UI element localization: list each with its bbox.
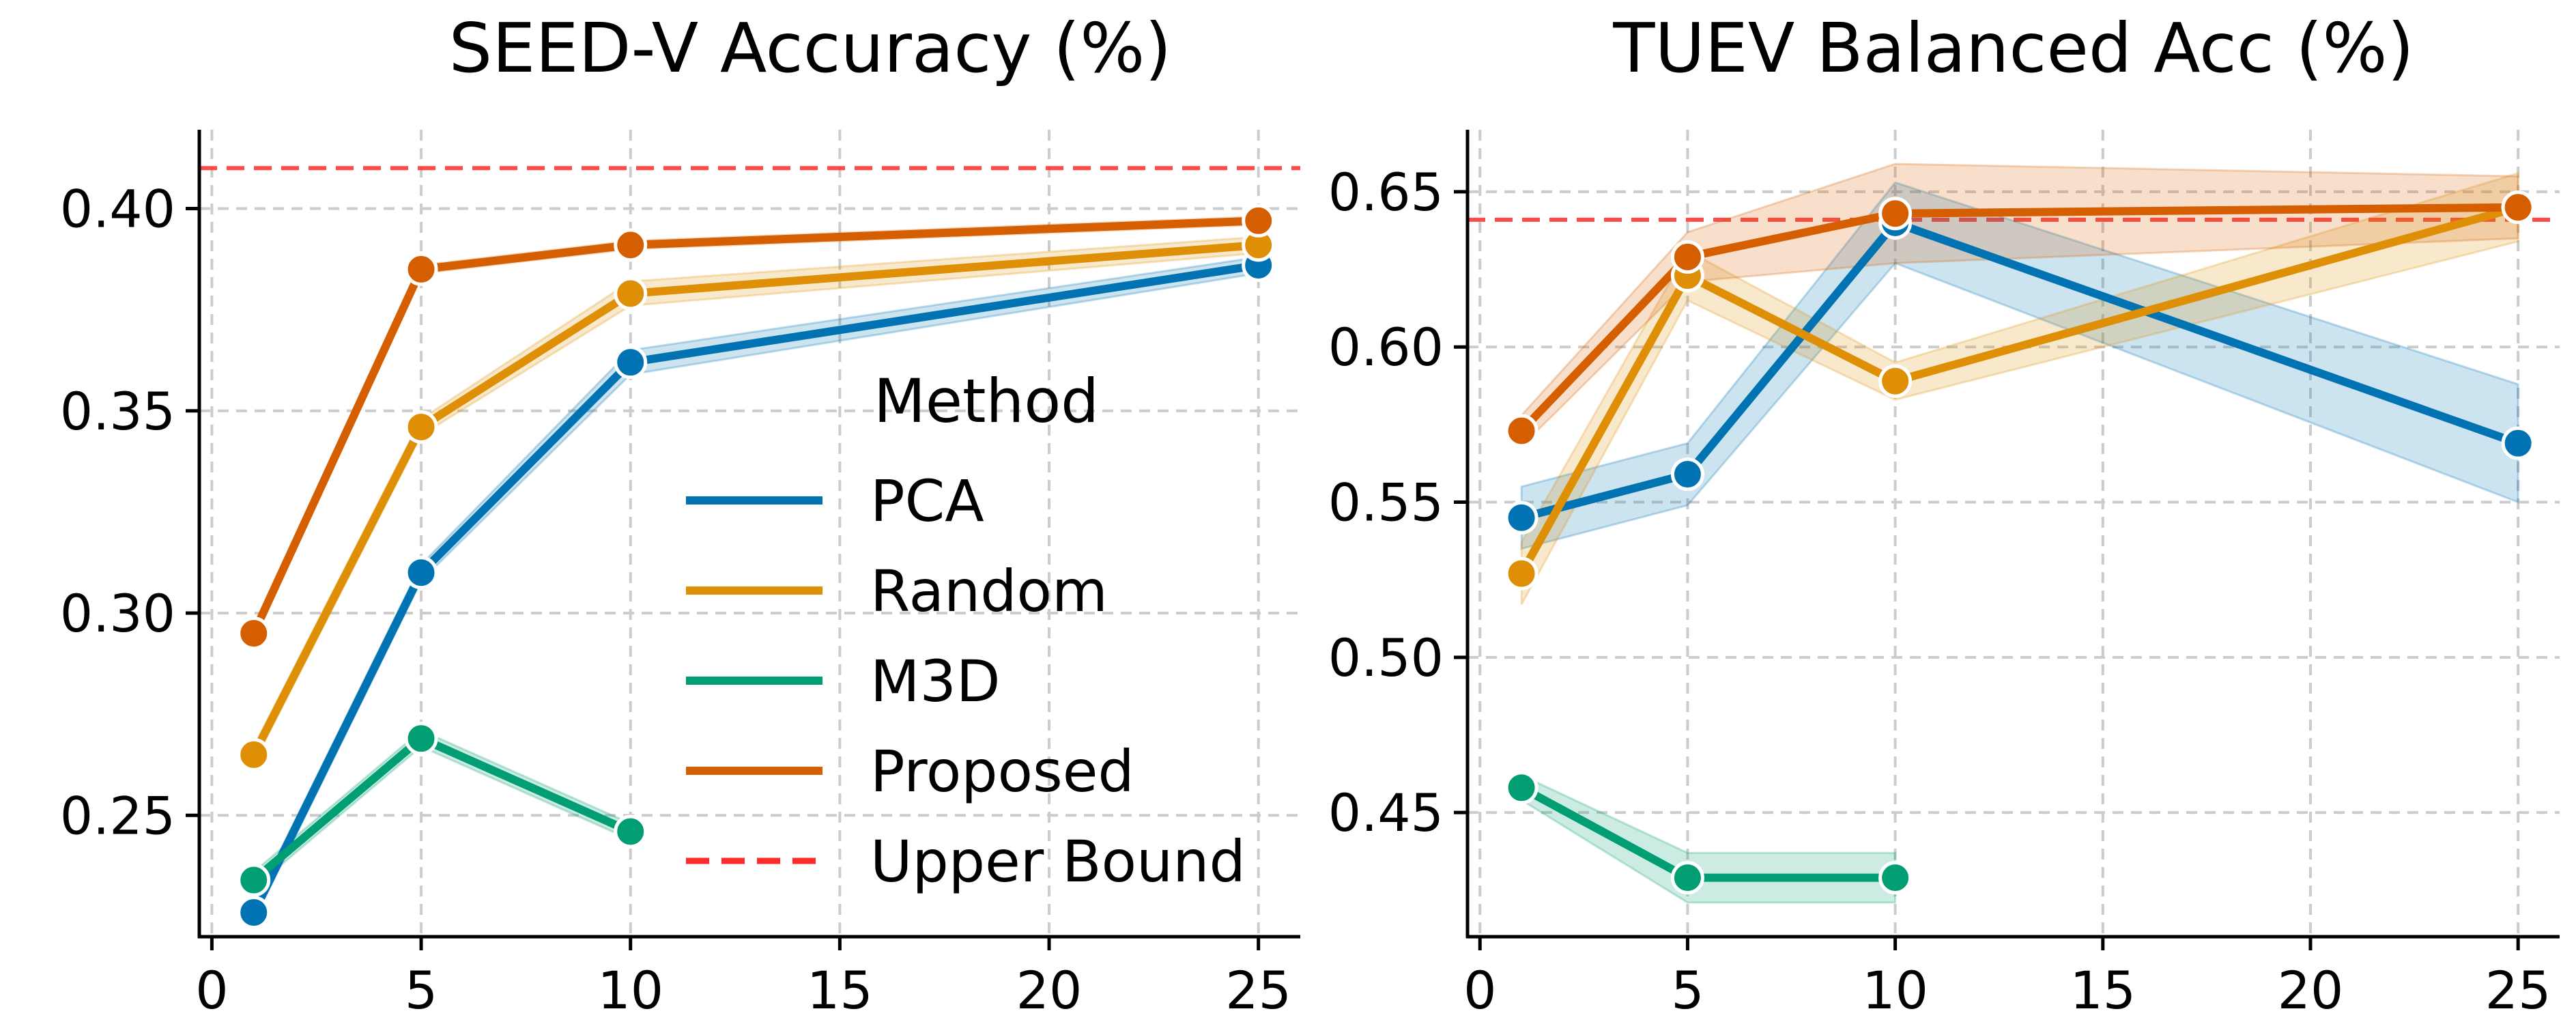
point-random [1878,364,1913,398]
line-pca [1517,218,2523,522]
line-random [249,240,1263,759]
point-pca [1670,457,1704,492]
legend-title: Method [874,366,1099,436]
point-m3d [614,814,648,849]
legend-label-random: Random [870,558,1108,625]
point-pca [237,895,271,929]
band-proposed [1520,162,2519,449]
point-random [404,410,438,444]
legend-item-random: Random [686,558,1108,625]
panel-seedv: SEED-V Accuracy (%) 0 5 10 15 20 25 0.25 0.30 0.… [60,8,1300,1021]
y-tick-label: 0.30 [60,583,175,644]
legend-item-pca: PCA [686,468,984,535]
plot-area [1504,162,2535,904]
x-tick-label: 15 [807,960,873,1021]
legend-item-m3d: M3D [686,648,1001,715]
x-tick-label: 10 [1862,960,1928,1021]
point-proposed [1504,414,1539,448]
legend-label-pca: PCA [870,468,984,535]
x-tick-label: 20 [2278,960,2344,1021]
legend-label-upper-bound: Upper Bound [870,828,1246,895]
point-proposed [2501,190,2535,225]
line-proposed [1517,203,2523,435]
point-proposed [1878,197,1913,231]
band-pca [1520,181,2519,550]
point-proposed [1242,203,1276,238]
line-proposed [249,216,1263,638]
chart-title: TUEV Balanced Acc (%) [1612,8,2414,88]
x-tick-label: 20 [1016,960,1083,1021]
y-tick-label: 0.65 [1328,162,1444,223]
point-proposed [1670,240,1704,274]
point-random [237,737,271,771]
line-random [1517,203,2523,578]
point-m3d [1878,861,1913,895]
legend-label-m3d: M3D [870,648,1001,715]
line-pca [249,261,1263,917]
point-pca [1504,500,1539,535]
legend-item-proposed: Proposed [686,738,1134,805]
point-proposed [404,252,438,286]
point-random [614,277,648,311]
chart-title: SEED-V Accuracy (%) [449,8,1172,88]
x-tick-label: 5 [1671,960,1704,1021]
y-tick-label: 0.45 [1328,782,1444,843]
legend-item-upper-bound: Upper Bound [686,828,1246,895]
x-tick-label: 0 [1463,960,1496,1021]
panel-tuev: TUEV Balanced Acc (%) 0 5 10 15 20 25 0.45 0.50… [1328,8,2560,1021]
y-tick-label: 0.55 [1328,472,1444,533]
point-m3d [1504,771,1539,805]
legend: Method PCA Random M3D Proposed Upper Bound [686,366,1246,895]
line-m3d [249,734,635,885]
point-proposed [614,228,648,262]
point-m3d [1670,861,1704,895]
y-tick-label: 0.50 [1328,627,1444,688]
point-m3d [404,722,438,756]
x-tick-label: 5 [405,960,438,1021]
point-m3d [237,863,271,897]
band-m3d [1520,774,1897,904]
x-tick-label: 0 [195,960,228,1021]
point-pca [2501,426,2535,460]
point-proposed [237,616,271,651]
point-pca [614,345,648,380]
y-tick-label: 0.25 [60,785,175,846]
x-tick-label: 15 [2070,960,2136,1021]
y-tick-label: 0.60 [1328,317,1444,378]
plot-area [237,203,1276,929]
y-tick-label: 0.40 [60,179,175,240]
point-pca [404,556,438,590]
x-tick-label: 25 [1225,960,1291,1021]
x-tick-label: 10 [597,960,663,1021]
x-tick-label: 25 [2485,960,2551,1021]
y-tick-label: 0.35 [60,381,175,442]
point-random [1504,556,1539,591]
legend-label-proposed: Proposed [870,738,1134,805]
